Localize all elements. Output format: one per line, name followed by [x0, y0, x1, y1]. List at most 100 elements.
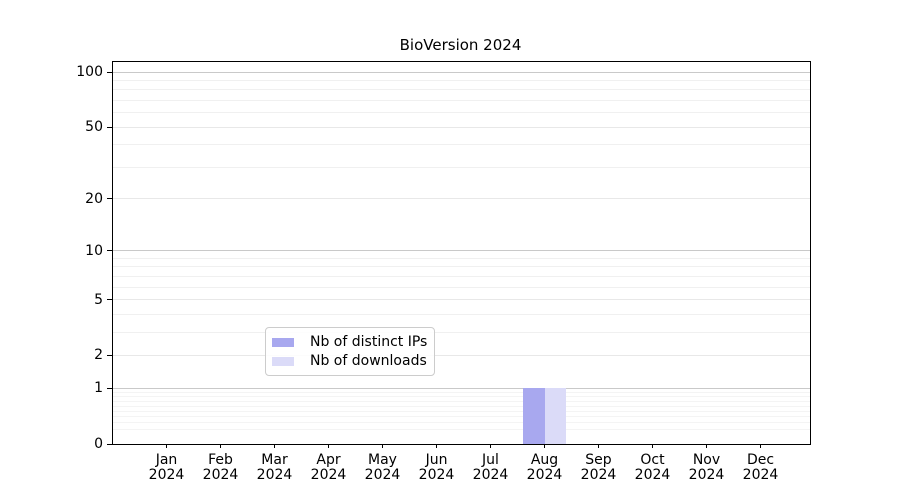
- gridline-major: [113, 126, 810, 128]
- x-tick-label-line: 2024: [310, 467, 347, 483]
- x-tick: [382, 444, 384, 448]
- x-tick-label: Mar 2024: [245, 453, 305, 483]
- x-tick-label-line: 2024: [364, 467, 401, 483]
- gridline-minor: [113, 331, 810, 333]
- bar-nb-of-downloads: [544, 388, 566, 444]
- x-tick: [652, 444, 654, 448]
- gridline-minor: [113, 112, 810, 114]
- y-tick: [107, 354, 112, 357]
- x-tick: [706, 444, 708, 448]
- gridline-major: [113, 299, 810, 301]
- legend-swatch-icon: [272, 356, 294, 366]
- x-tick-label-line: 2024: [688, 467, 725, 483]
- legend-label: Nb of distinct IPs: [310, 334, 428, 350]
- x-tick-label-line: 2024: [526, 467, 563, 483]
- y-tick-label: 20: [85, 190, 103, 207]
- y-tick-label: 5: [94, 291, 103, 308]
- x-tick: [436, 444, 438, 448]
- x-tick-label: May 2024: [353, 453, 413, 483]
- gridline-minor: [113, 410, 810, 412]
- x-tick-label-line: Mar: [261, 452, 288, 468]
- x-tick-label-line: Jan: [155, 452, 178, 468]
- x-tick-label: Dec 2024: [731, 453, 791, 483]
- x-tick-label: Feb 2024: [191, 453, 251, 483]
- gridline-major: [113, 250, 810, 252]
- gridline-minor: [113, 286, 810, 288]
- gridline-major: [113, 71, 810, 73]
- y-tick-label: 50: [85, 119, 103, 136]
- x-tick-label-line: 2024: [472, 467, 509, 483]
- gridline-major: [113, 354, 810, 356]
- x-tick-label-line: Apr: [316, 452, 341, 468]
- y-tick: [107, 299, 112, 301]
- x-tick-label-line: May: [368, 452, 397, 468]
- gridline-minor: [113, 416, 810, 418]
- x-tick-label-line: 2024: [580, 467, 617, 483]
- gridline-minor: [113, 422, 810, 424]
- x-tick-label: Apr 2024: [299, 453, 359, 483]
- gridline-major: [113, 387, 810, 389]
- legend: Nb of distinct IPs Nb of downloads: [265, 327, 436, 376]
- gridline-minor: [113, 257, 810, 259]
- x-tick-label: Jul 2024: [461, 453, 521, 483]
- gridline-minor: [113, 166, 810, 168]
- x-tick-label-line: 2024: [742, 467, 779, 483]
- x-tick: [166, 444, 168, 448]
- y-tick-label: 2: [94, 347, 103, 364]
- x-tick-label: Aug 2024: [515, 453, 575, 483]
- x-tick: [274, 444, 276, 448]
- x-tick: [328, 444, 330, 448]
- legend-swatch-icon: [272, 337, 294, 347]
- gridline-minor: [113, 89, 810, 91]
- bar-nb-of-distinct-ips: [523, 388, 545, 444]
- gridline-minor: [113, 400, 810, 402]
- x-tick: [220, 444, 222, 448]
- gridline-minor: [113, 428, 810, 430]
- x-tick: [760, 444, 762, 448]
- x-tick-label-line: Sep: [585, 452, 612, 468]
- x-tick-label-line: Nov: [692, 452, 721, 468]
- y-tick-label: 10: [85, 242, 103, 259]
- x-tick-label: Nov 2024: [677, 453, 737, 483]
- gridline-minor: [113, 391, 810, 393]
- x-tick-label-line: 2024: [418, 467, 455, 483]
- plot-area: 0 1 2 5 10 20 50 100 Jan 2024 Feb 2024 Mar 2024 Apr 202…: [76, 61, 811, 483]
- gridline-minor: [113, 275, 810, 277]
- chart-title: BioVersion 2024: [399, 36, 522, 54]
- gridline-major: [113, 198, 810, 200]
- legend-row: Nb of downloads: [272, 352, 427, 370]
- x-tick-label-line: Dec: [746, 452, 775, 468]
- x-tick-label: Oct 2024: [623, 453, 683, 483]
- x-tick-label-line: 2024: [634, 467, 671, 483]
- x-tick-label-line: Feb: [208, 452, 233, 468]
- legend-row: Nb of distinct IPs: [272, 333, 427, 351]
- gridline-minor: [113, 313, 810, 315]
- gridline-minor: [113, 99, 810, 101]
- y-tick: [107, 443, 112, 445]
- y-tick-label: 1: [94, 380, 103, 397]
- x-tick-label-line: Aug: [530, 452, 559, 468]
- y-tick: [107, 71, 112, 73]
- x-tick-label: Jun 2024: [407, 453, 467, 483]
- x-tick: [598, 444, 600, 448]
- y-tick: [107, 126, 112, 128]
- x-tick-label-line: Jul: [482, 452, 499, 468]
- x-tick: [490, 444, 492, 448]
- gridline-minor: [113, 396, 810, 398]
- y-tick: [107, 198, 112, 200]
- y-tick-label: 0: [94, 436, 103, 452]
- x-tick-label-line: Oct: [640, 452, 665, 468]
- x-tick-label-line: 2024: [202, 467, 239, 483]
- x-tick-label: Sep 2024: [569, 453, 629, 483]
- y-tick: [107, 250, 112, 252]
- gridline-minor: [113, 266, 810, 268]
- x-tick-label-line: Jun: [425, 452, 448, 468]
- y-tick: [107, 387, 112, 389]
- x-tick-label-line: 2024: [148, 467, 185, 483]
- x-tick-label-line: 2024: [256, 467, 293, 483]
- x-tick-label: Jan 2024: [137, 453, 197, 483]
- y-tick-label: 100: [76, 64, 103, 80]
- gridline-minor: [113, 79, 810, 81]
- legend-label: Nb of downloads: [310, 353, 427, 369]
